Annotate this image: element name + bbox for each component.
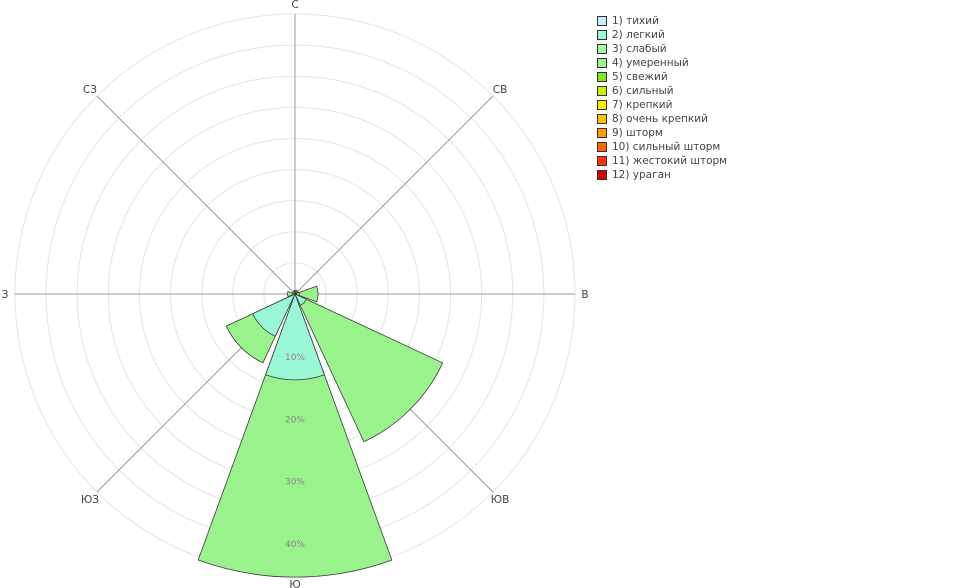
legend-swatch bbox=[597, 170, 607, 180]
direction-label: С bbox=[291, 0, 298, 11]
legend-item[interactable]: 9) шторм bbox=[597, 126, 727, 140]
legend: 1) тихий 2) легкий 3) слабый 4) умеренный 5)… bbox=[597, 14, 727, 182]
direction-labels: С СВ В ЮВ Ю ЮЗ З СЗ bbox=[2, 0, 589, 588]
radial-tick-label: 40% bbox=[285, 540, 305, 550]
legend-swatch bbox=[597, 100, 607, 110]
legend-label: 4) умеренный bbox=[612, 57, 689, 69]
direction-label: СЗ bbox=[83, 84, 97, 96]
legend-label: 9) шторм bbox=[612, 127, 663, 139]
legend-label: 1) тихий bbox=[612, 15, 659, 27]
legend-label: 12) ураган bbox=[612, 169, 671, 181]
radial-tick-label: 30% bbox=[285, 478, 305, 488]
legend-item[interactable]: 12) ураган bbox=[597, 168, 727, 182]
legend-swatch bbox=[597, 86, 607, 96]
legend-swatch bbox=[597, 58, 607, 68]
direction-label: Ю bbox=[289, 579, 300, 588]
wind-bars bbox=[197, 285, 444, 578]
legend-label: 11) жестокий шторм bbox=[612, 155, 728, 167]
wind-bar bbox=[252, 293, 296, 337]
wind-bar bbox=[292, 291, 296, 295]
legend-item[interactable]: 4) умеренный bbox=[597, 56, 727, 70]
direction-axis bbox=[96, 95, 296, 295]
legend-swatch bbox=[597, 114, 607, 124]
legend-item[interactable]: 5) свежий bbox=[597, 70, 727, 84]
legend-item[interactable]: 8) очень крепкий bbox=[597, 112, 727, 126]
legend-label: 10) сильный шторм bbox=[612, 141, 721, 153]
legend-label: 6) сильный bbox=[612, 85, 674, 97]
radial-tick-label: 20% bbox=[285, 415, 305, 425]
wind-bar bbox=[293, 285, 319, 303]
legend-swatch bbox=[597, 44, 607, 54]
direction-label: З bbox=[2, 289, 9, 301]
legend-item[interactable]: 2) легкий bbox=[597, 28, 727, 42]
legend-label: 3) слабый bbox=[612, 43, 667, 55]
legend-swatch bbox=[597, 156, 607, 166]
legend-label: 7) крепкий bbox=[612, 99, 673, 111]
legend-swatch bbox=[597, 128, 607, 138]
radial-tick-label: 10% bbox=[285, 353, 305, 363]
legend-item[interactable]: 10) сильный шторм bbox=[597, 140, 727, 154]
direction-label: ЮЗ bbox=[81, 494, 99, 506]
legend-swatch bbox=[597, 30, 607, 40]
direction-label: ЮВ bbox=[491, 494, 510, 506]
direction-label: СВ bbox=[493, 84, 508, 96]
legend-item[interactable]: 3) слабый bbox=[597, 42, 727, 56]
legend-swatch bbox=[597, 16, 607, 26]
legend-label: 2) легкий bbox=[612, 29, 665, 41]
wind-bar bbox=[265, 292, 325, 381]
legend-label: 5) свежий bbox=[612, 71, 668, 83]
wind-bar bbox=[294, 293, 444, 443]
legend-item[interactable]: 6) сильный bbox=[597, 84, 727, 98]
legend-item[interactable]: 1) тихий bbox=[597, 14, 727, 28]
legend-swatch bbox=[597, 142, 607, 152]
legend-label: 8) очень крепкий bbox=[612, 113, 708, 125]
wind-bar bbox=[197, 292, 393, 578]
radial-tick-labels: 10% 20% 30% 40% bbox=[285, 353, 305, 550]
direction-label: В bbox=[581, 289, 588, 301]
direction-axis bbox=[294, 95, 494, 295]
legend-item[interactable]: 7) крепкий bbox=[597, 98, 727, 112]
legend-swatch bbox=[597, 72, 607, 82]
legend-item[interactable]: 11) жестокий шторм bbox=[597, 154, 727, 168]
